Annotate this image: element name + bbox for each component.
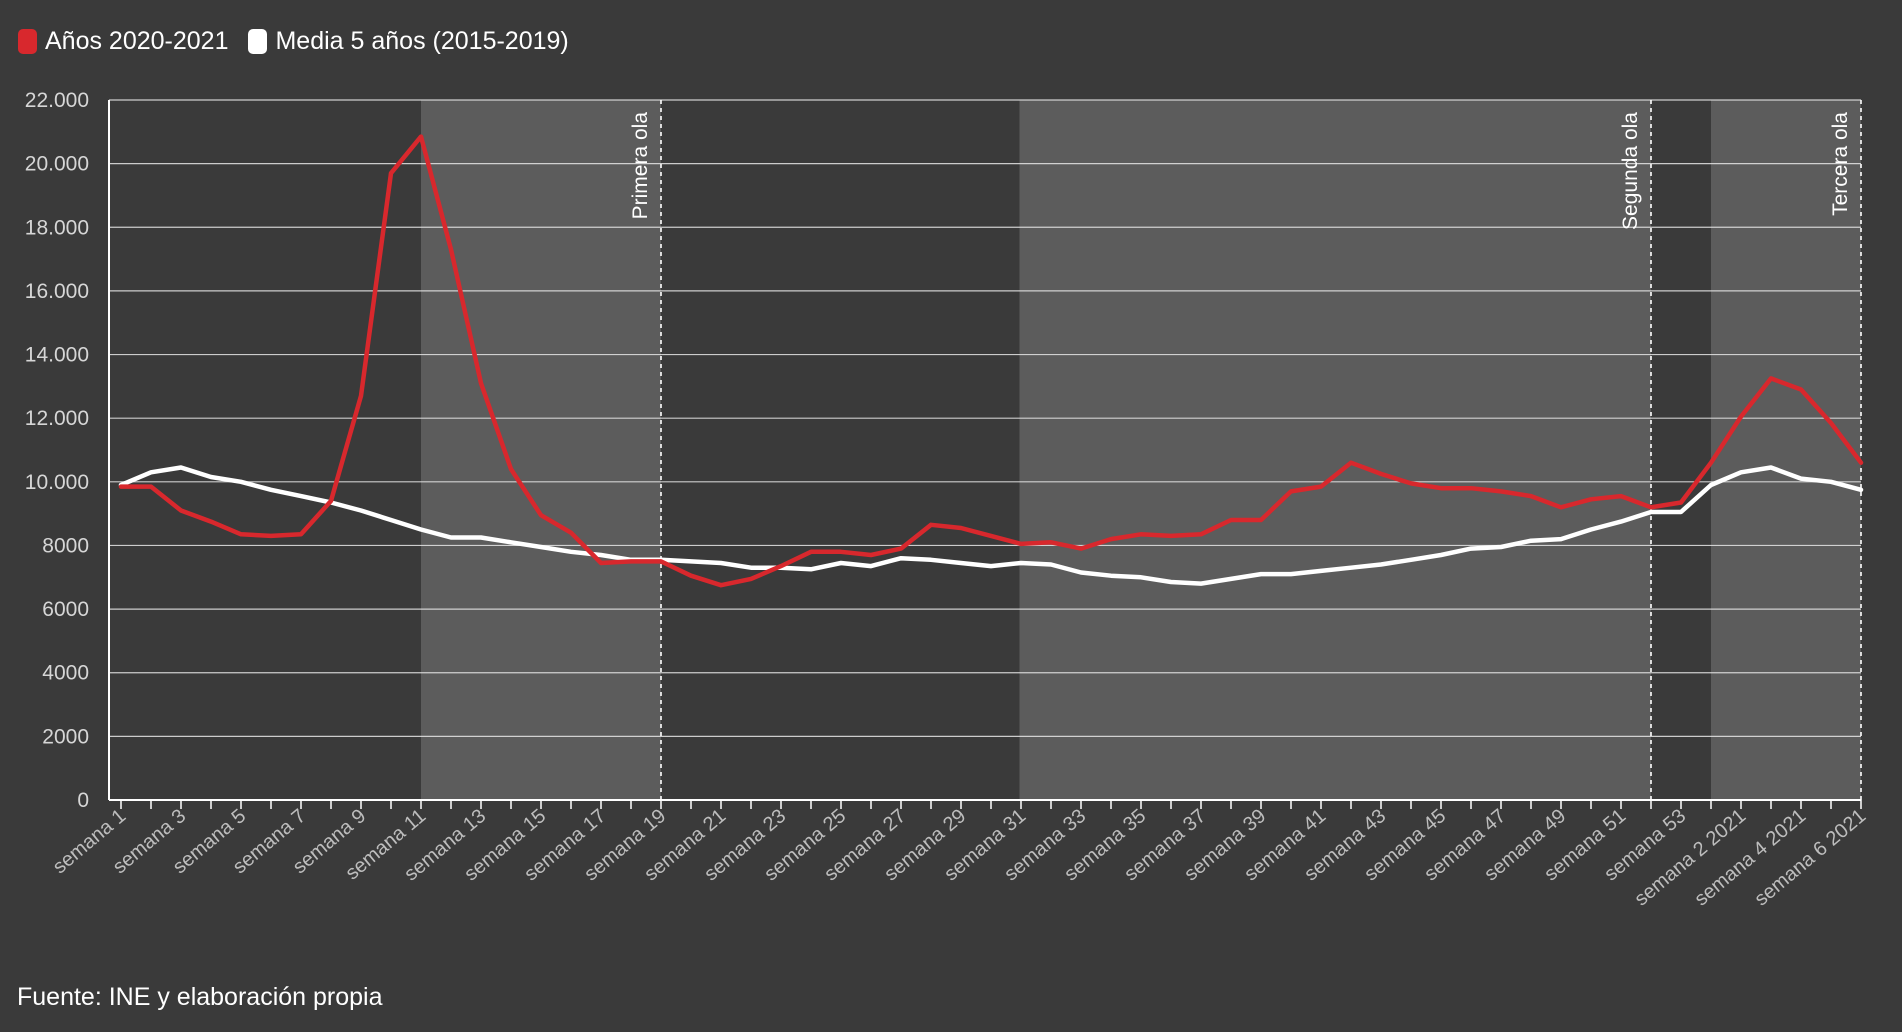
y-tick-label: 0 bbox=[77, 789, 89, 812]
chart-legend: Años 2020-2021 Media 5 años (2015-2019) bbox=[18, 24, 569, 58]
wave-label: Segunda ola bbox=[1619, 112, 1642, 230]
line-chart: 0 2000 4000 6000 8000 10.000 12.000 14.000 16.00… bbox=[25, 89, 1870, 910]
shaded-band-2 bbox=[1019, 100, 1651, 800]
y-tick-label: 12.000 bbox=[25, 407, 89, 430]
series-line-media-5-anos bbox=[118, 465, 1864, 586]
series-line-2020-2021 bbox=[118, 134, 1864, 588]
y-tick-label: 8000 bbox=[42, 534, 89, 557]
shaded-band-1 bbox=[421, 100, 661, 800]
x-tick-label: semana 6 2021 bbox=[1750, 805, 1870, 910]
y-tick-label: 18.000 bbox=[25, 216, 89, 239]
legend-label: Años 2020-2021 bbox=[45, 26, 229, 55]
legend-item-media-5-anos[interactable]: Media 5 años (2015-2019) bbox=[248, 26, 569, 56]
wave-label: Primera ola bbox=[629, 112, 652, 220]
y-tick-label: 6000 bbox=[42, 598, 89, 621]
bands-layer bbox=[109, 100, 1861, 800]
legend-item-2020-2021[interactable]: Años 2020-2021 bbox=[18, 27, 228, 56]
y-tick-label: 22.000 bbox=[25, 89, 89, 112]
grid-layer: 0 2000 4000 6000 8000 10.000 12.000 14.000 16.00… bbox=[25, 89, 1861, 812]
shaded-band-3 bbox=[1711, 100, 1861, 800]
source-note: Fuente: INE y elaboración propia bbox=[17, 983, 383, 1011]
legend-label: Media 5 años (2015-2019) bbox=[275, 26, 569, 55]
y-tick-label: 16.000 bbox=[25, 280, 89, 303]
y-tick-label: 10.000 bbox=[25, 471, 89, 494]
y-tick-label: 2000 bbox=[42, 725, 89, 748]
wave-label: Tercera ola bbox=[1829, 112, 1852, 216]
annotations-layer: Primera ola Segunda ola Tercera ola bbox=[629, 100, 1862, 800]
legend-swatch-red bbox=[18, 28, 37, 54]
y-tick-label: 20.000 bbox=[25, 153, 89, 176]
legend-swatch-white bbox=[248, 28, 268, 54]
y-tick-label: 4000 bbox=[42, 662, 89, 685]
series-layer bbox=[118, 134, 1864, 588]
y-tick-label: 14.000 bbox=[25, 344, 89, 367]
